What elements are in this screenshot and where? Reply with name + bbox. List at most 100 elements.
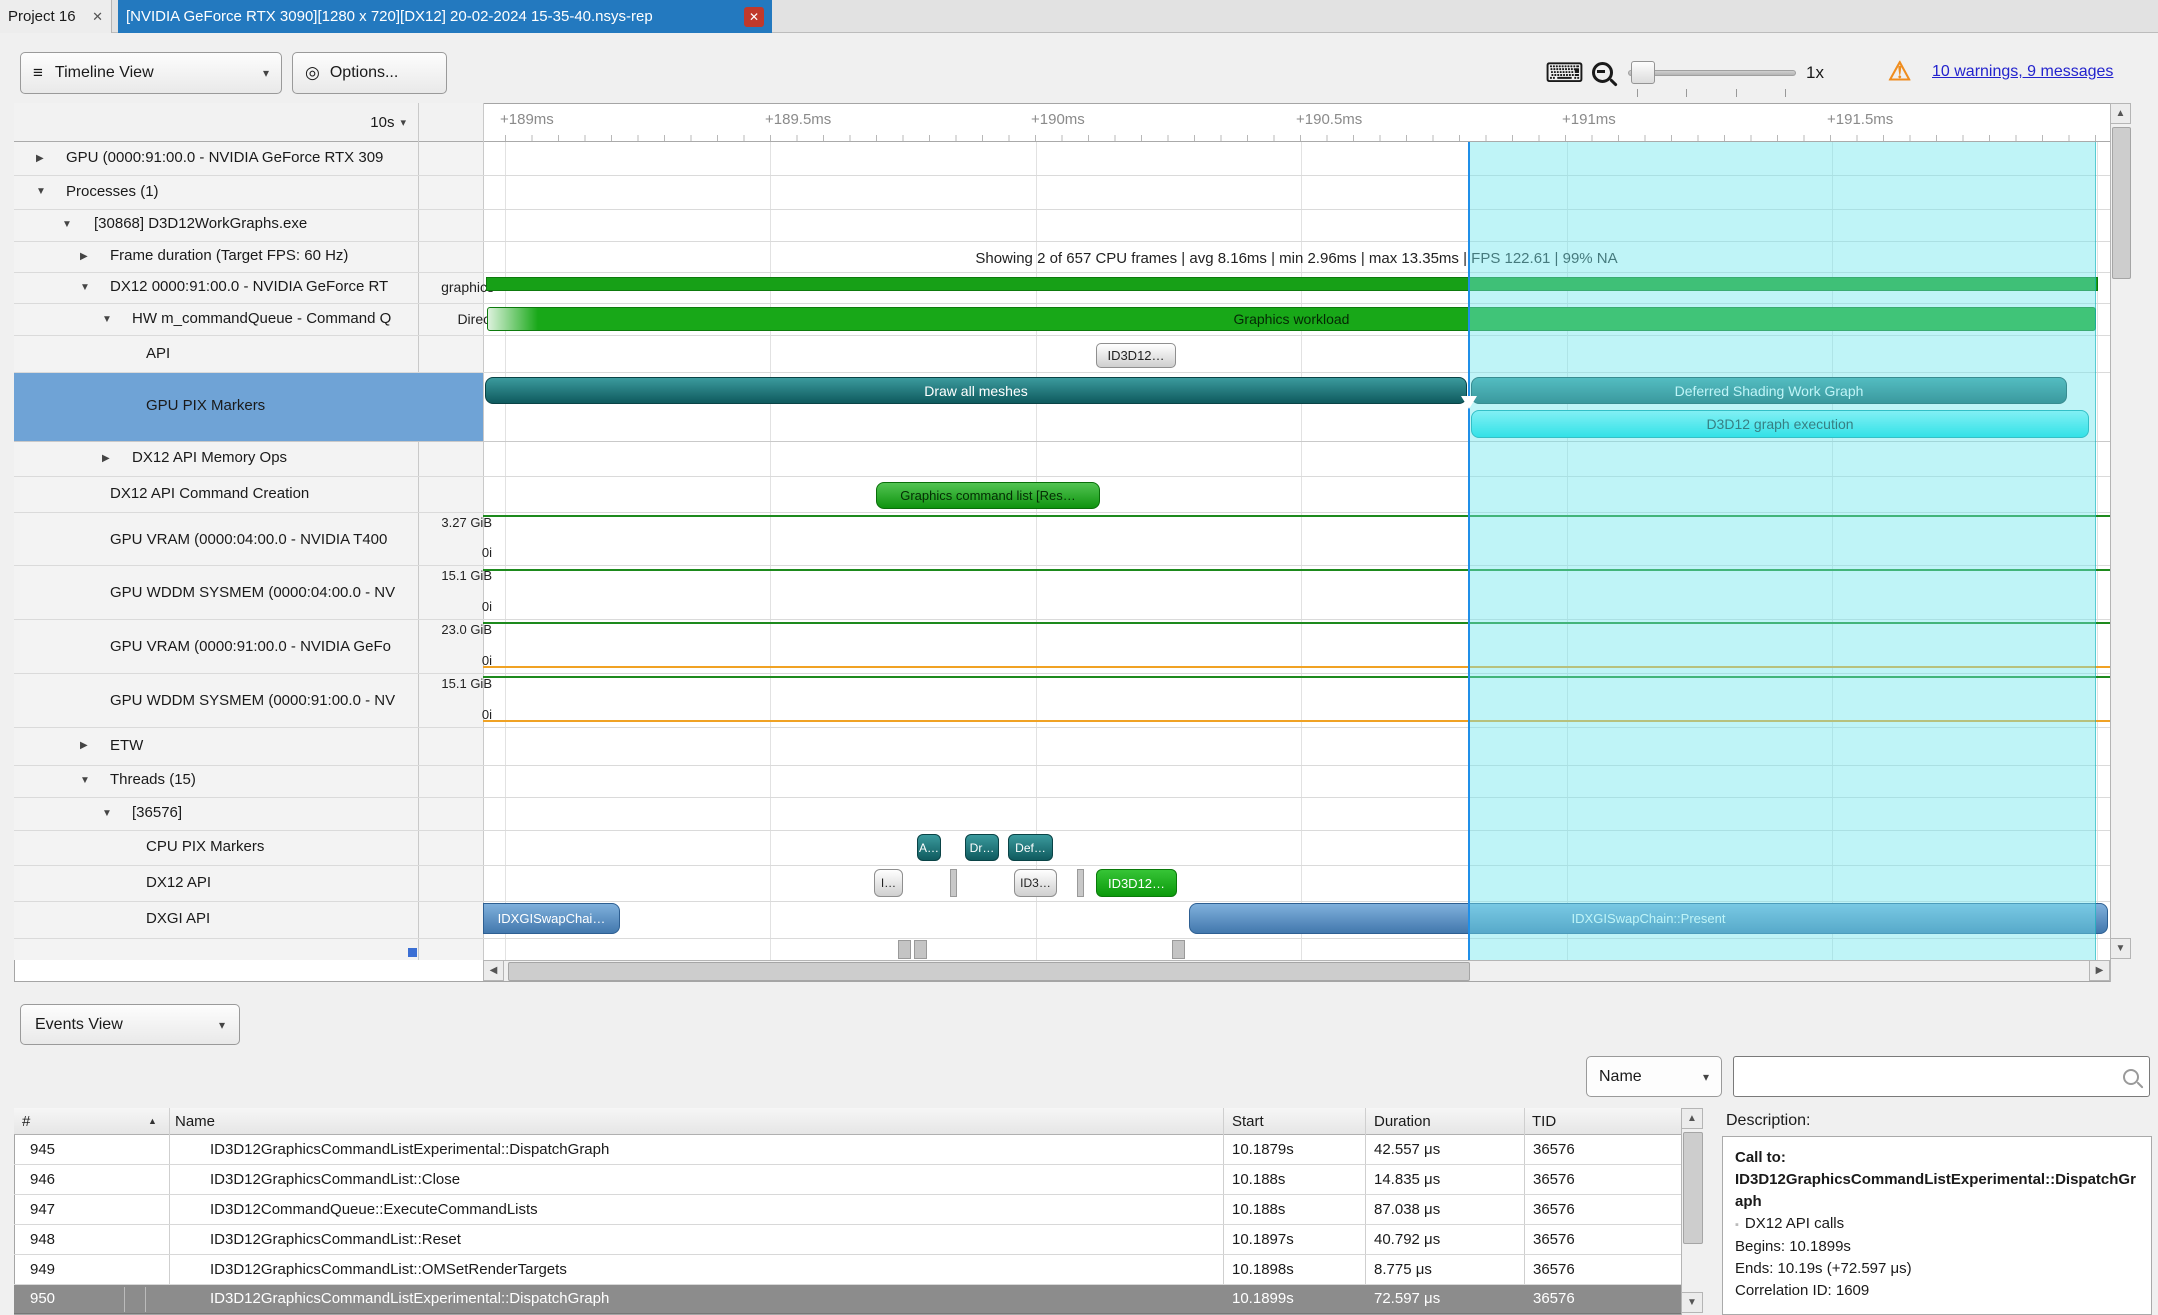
expanded-icon[interactable]: ▼ <box>36 186 46 197</box>
graphics-workload-bar[interactable]: Graphics workload <box>487 307 2096 331</box>
tree-row-gpu[interactable]: ▶ GPU (0000:91:00.0 - NVIDIA GeForce RTX… <box>14 143 2110 176</box>
cell-name: ID3D12GraphicsCommandListExperimental::D… <box>210 1290 1210 1307</box>
slider-tick <box>1736 89 1737 97</box>
tree-row-api[interactable]: API <box>14 335 2110 373</box>
table-row[interactable]: 946 ID3D12GraphicsCommandList::Close 10.… <box>14 1165 1681 1195</box>
column-header-duration[interactable]: Duration <box>1374 1113 1431 1130</box>
view-selector-dropdown[interactable]: ≡ Timeline View ▾ <box>20 52 282 94</box>
cell-num: 945 <box>30 1141 55 1158</box>
expanded-icon[interactable]: ▼ <box>80 775 90 786</box>
dxgi-present-bar[interactable]: IDXGISwapChain::Present <box>1189 903 2108 934</box>
cpu-pix-marker-bar[interactable]: Def… <box>1008 834 1053 861</box>
tree-row-cpu-pix-markers[interactable]: CPU PIX Markers <box>14 830 2110 866</box>
filter-field-dropdown[interactable]: Name ▾ <box>1586 1056 1722 1097</box>
column-header-tid[interactable]: TID <box>1532 1113 1556 1130</box>
tree-row-partial[interactable] <box>14 938 2110 960</box>
graph-execution-bar[interactable]: D3D12 graph execution <box>1471 410 2089 438</box>
cell-tid: 36576 <box>1533 1231 1575 1248</box>
correlation-label: Correlation ID: 1609 <box>1735 1280 2139 1302</box>
tab-report[interactable]: [NVIDIA GeForce RTX 3090][1280 x 720][DX… <box>118 0 772 33</box>
tree-row-processes[interactable]: ▼ Processes (1) <box>14 175 2110 210</box>
dx12-api-call-bar[interactable] <box>950 869 957 897</box>
table-row[interactable]: 948 ID3D12GraphicsCommandList::Reset 10.… <box>14 1225 1681 1255</box>
close-icon[interactable]: ✕ <box>744 7 764 27</box>
events-view-dropdown[interactable]: Events View ▾ <box>20 1004 240 1045</box>
collapsed-icon[interactable]: ▶ <box>80 740 88 751</box>
api-call-bar[interactable]: ID3D12… <box>1096 343 1176 368</box>
tree-header <box>14 103 483 142</box>
partial-event-bar[interactable] <box>1172 940 1185 959</box>
cell-duration: 42.557 μs <box>1374 1141 1440 1158</box>
ruler-tick-label: +190.5ms <box>1296 111 1362 128</box>
cell-duration: 87.038 μs <box>1374 1201 1440 1218</box>
expanded-icon[interactable]: ▼ <box>80 282 90 293</box>
chevron-down-icon: ▾ <box>400 116 406 129</box>
cell-name: ID3D12GraphicsCommandList::Close <box>210 1171 1210 1188</box>
options-label: Options... <box>330 64 398 82</box>
scroll-down-button[interactable]: ▼ <box>1681 1292 1703 1313</box>
tree-row-threads[interactable]: ▼ Threads (15) <box>14 765 2110 798</box>
partial-event-bar[interactable] <box>898 940 911 959</box>
sysmem-usage-line <box>483 569 2110 571</box>
dx12-api-call-bar[interactable]: I… <box>874 869 903 897</box>
graphics-command-list-bar[interactable]: Graphics command list [Res… <box>876 482 1100 509</box>
vscroll-thumb[interactable] <box>2112 127 2131 279</box>
dxgi-present-bar[interactable]: IDXGISwapChai… <box>483 903 620 934</box>
hscroll-thumb[interactable] <box>508 962 1470 981</box>
chevron-down-icon: ▾ <box>219 1018 225 1032</box>
expanded-icon[interactable]: ▼ <box>62 219 72 230</box>
zoom-out-icon[interactable] <box>1592 62 1613 88</box>
cpu-pix-marker-bar[interactable]: Dr… <box>965 834 999 861</box>
tree-row-etw[interactable]: ▶ ETW <box>14 727 2110 766</box>
zoom-slider-handle[interactable] <box>1631 61 1655 84</box>
timeline-cursor[interactable] <box>1468 142 1470 960</box>
cpu-pix-marker-bar[interactable]: A… <box>917 834 941 861</box>
tab-project[interactable]: Project 16 ✕ <box>0 0 112 33</box>
cell-tid: 36576 <box>1533 1290 1575 1307</box>
collapsed-icon[interactable]: ▶ <box>80 251 88 262</box>
deferred-shading-bar[interactable]: Deferred Shading Work Graph <box>1471 377 2067 404</box>
tree-row-memory-ops[interactable]: ▶ DX12 API Memory Ops <box>14 441 2110 477</box>
sort-asc-icon: ▲ <box>148 1116 157 1126</box>
column-header-num[interactable]: # <box>22 1113 30 1130</box>
tree-row-label: GPU (0000:91:00.0 - NVIDIA GeForce RTX 3… <box>66 149 426 166</box>
warnings-messages-link[interactable]: 10 warnings, 9 messages <box>1932 63 2113 81</box>
graphics-row-bar[interactable] <box>486 277 2098 291</box>
column-header-name[interactable]: Name <box>175 1113 215 1130</box>
tree-row-sysmem-t400[interactable]: GPU WDDM SYSMEM (0000:04:00.0 - NV 15.1 … <box>14 565 2110 620</box>
options-button[interactable]: ◎ Options... <box>292 52 447 94</box>
memory-max-label: 3.27 GiB <box>432 515 492 530</box>
expanded-icon[interactable]: ▼ <box>102 808 112 819</box>
draw-all-meshes-bar[interactable]: Draw all meshes <box>485 377 1467 404</box>
dx12-dispatch-graph-bar[interactable]: ID3D12… <box>1096 869 1177 897</box>
tree-row-process-30868[interactable]: ▼ [30868] D3D12WorkGraphs.exe <box>14 209 2110 242</box>
nsight-systems-window: Project 16 ✕ [NVIDIA GeForce RTX 3090][1… <box>0 0 2158 1315</box>
tree-row-thread-36576[interactable]: ▼ [36576] <box>14 797 2110 831</box>
expanded-icon[interactable]: ▼ <box>102 314 112 325</box>
scroll-up-button[interactable]: ▲ <box>1681 1108 1703 1129</box>
collapsed-icon[interactable]: ▶ <box>36 153 44 164</box>
vscroll-thumb[interactable] <box>1683 1132 1703 1244</box>
dx12-api-call-bar[interactable]: ID3… <box>1014 869 1057 897</box>
tree-row-dx12-api[interactable]: DX12 API <box>14 865 2110 902</box>
tree-row-vram-t400[interactable]: GPU VRAM (0000:04:00.0 - NVIDIA T400 3.2… <box>14 512 2110 566</box>
scroll-down-button[interactable]: ▼ <box>2110 938 2131 959</box>
table-row[interactable]: 945 ID3D12GraphicsCommandListExperimenta… <box>14 1135 1681 1165</box>
table-row[interactable]: 947 ID3D12CommandQueue::ExecuteCommandLi… <box>14 1195 1681 1225</box>
keyboard-icon[interactable]: ⌨ <box>1545 60 1584 87</box>
cell-tid: 36576 <box>1533 1201 1575 1218</box>
scale-selector[interactable]: 10s ▾ <box>340 103 406 142</box>
column-header-start[interactable]: Start <box>1232 1113 1264 1130</box>
table-row-selected[interactable]: 950 ID3D12GraphicsCommandListExperimenta… <box>14 1285 1681 1314</box>
cell-duration: 8.775 μs <box>1374 1261 1432 1278</box>
scroll-right-button[interactable]: ▶ <box>2089 960 2110 981</box>
cell-name: ID3D12GraphicsCommandList::OMSetRenderTa… <box>210 1261 1210 1278</box>
scroll-up-button[interactable]: ▲ <box>2110 103 2131 124</box>
scroll-left-button[interactable]: ◀ <box>483 960 504 981</box>
collapsed-icon[interactable]: ▶ <box>102 453 110 464</box>
dx12-api-call-bar[interactable] <box>1077 869 1084 897</box>
table-row[interactable]: 949 ID3D12GraphicsCommandList::OMSetRend… <box>14 1255 1681 1285</box>
partial-event-bar[interactable] <box>914 940 927 959</box>
close-icon[interactable]: ✕ <box>92 9 103 25</box>
search-input[interactable] <box>1744 1067 2123 1087</box>
